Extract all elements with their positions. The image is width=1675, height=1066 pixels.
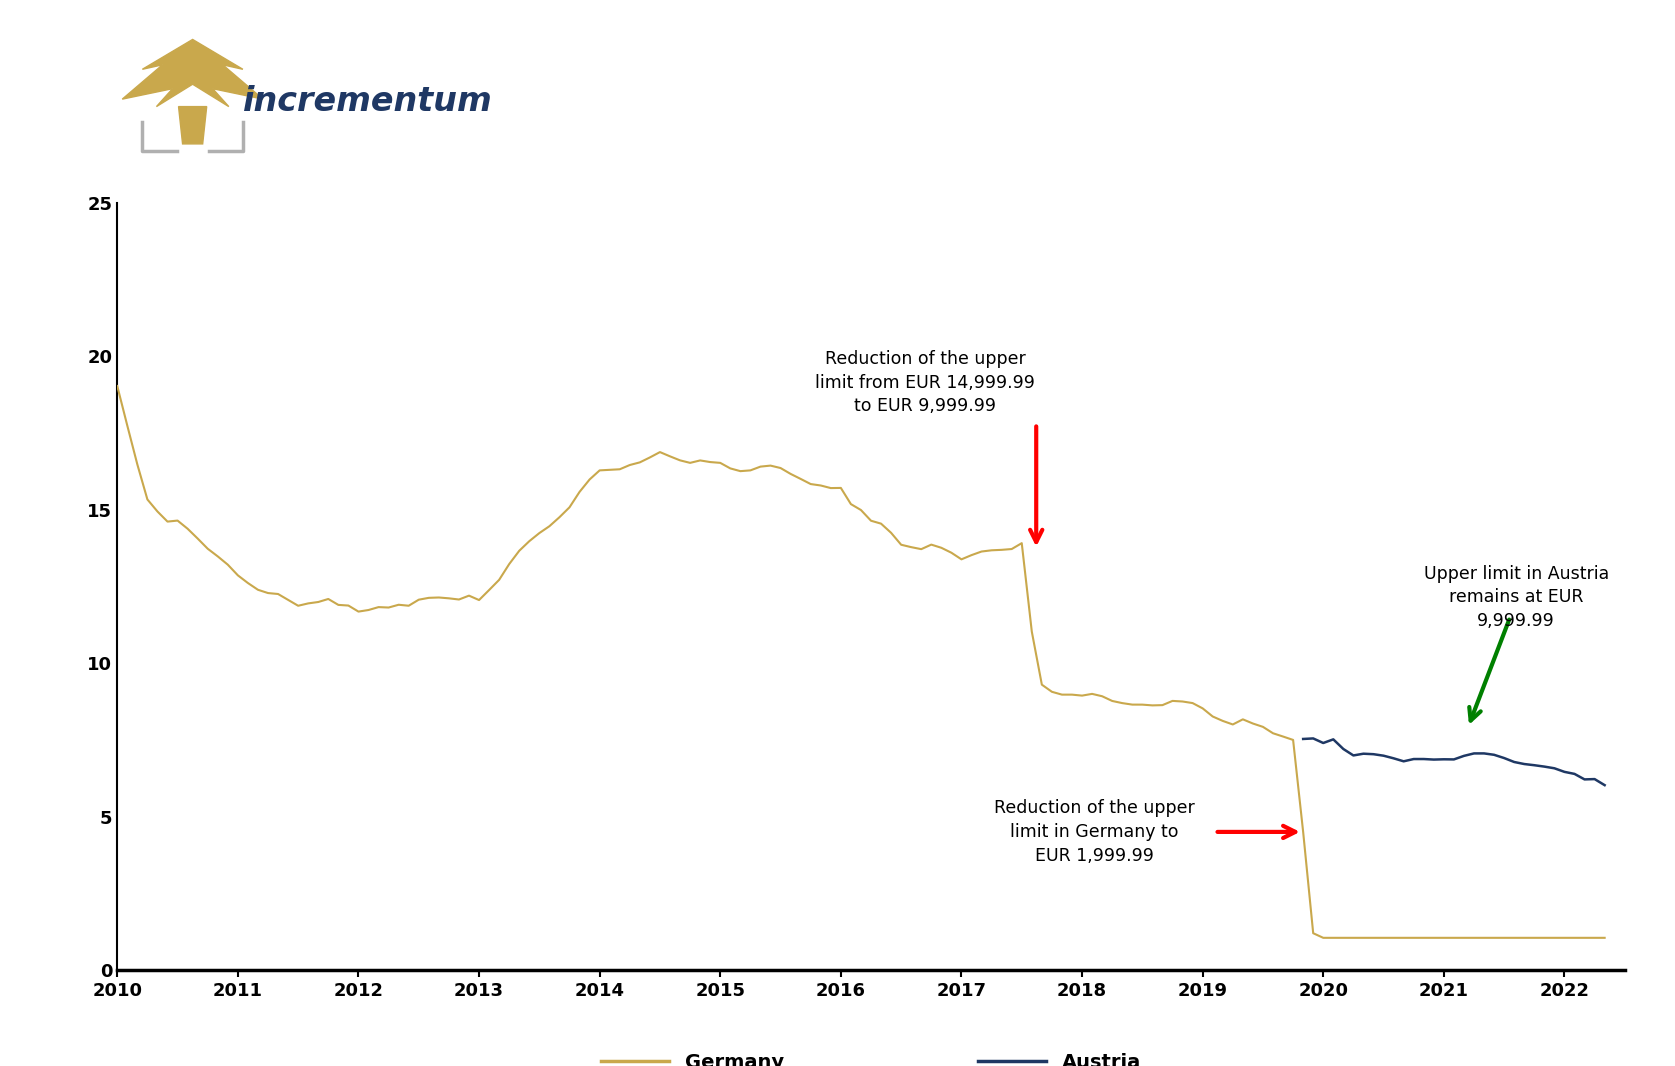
Legend: Germany, Austria: Germany, Austria (593, 1045, 1149, 1066)
Polygon shape (179, 107, 206, 144)
Text: Reduction of the upper
limit in Germany to
EUR 1,999.99: Reduction of the upper limit in Germany … (993, 800, 1194, 865)
Polygon shape (122, 39, 263, 107)
Text: Reduction of the upper
limit from EUR 14,999.99
to EUR 9,999.99: Reduction of the upper limit from EUR 14… (816, 350, 1035, 415)
Text: incrementum: incrementum (243, 85, 492, 117)
Text: Upper limit in Austria
remains at EUR
9,999.99: Upper limit in Austria remains at EUR 9,… (1424, 565, 1608, 630)
